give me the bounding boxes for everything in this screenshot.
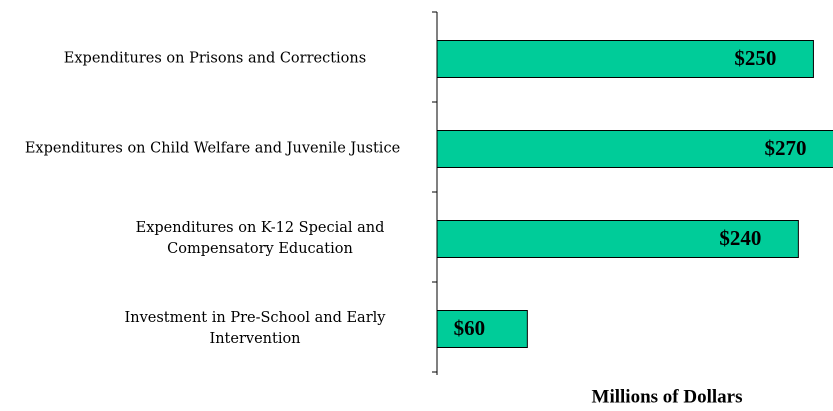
category-label: Expenditures on Prisons and Corrections (63, 50, 367, 67)
x-axis-title: Millions of Dollars (592, 386, 743, 407)
value-label: $270 (765, 136, 807, 160)
value-label: $60 (454, 316, 486, 340)
bar (436, 40, 814, 78)
bar (436, 220, 799, 258)
bar (436, 310, 528, 348)
bar (436, 130, 833, 168)
category-label: Expenditures on Child Welfare and Juveni… (24, 140, 401, 157)
category-label: Investment in Pre-School and Early Inter… (124, 310, 386, 347)
value-label: $240 (719, 226, 761, 250)
value-label: $250 (734, 46, 776, 70)
category-label: Expenditures on K-12 Special and Compens… (135, 220, 385, 257)
